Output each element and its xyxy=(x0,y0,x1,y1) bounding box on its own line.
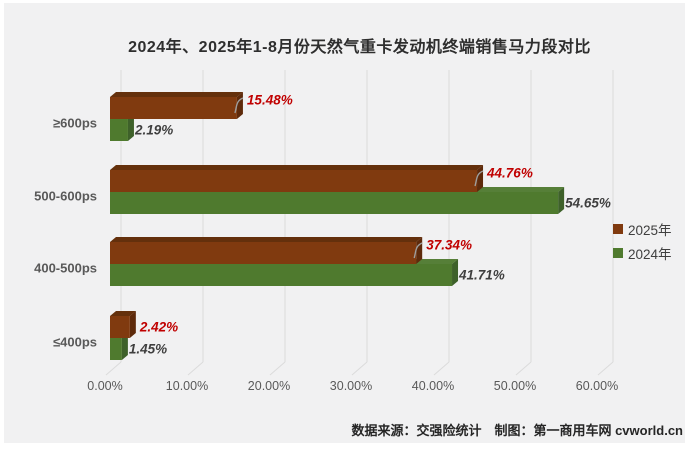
legend-swatch-icon xyxy=(613,248,623,258)
bar-side-face-2024-row2 xyxy=(452,259,459,286)
bar-side-face-2024-row3 xyxy=(121,333,128,360)
chart-title: 2024年、2025年1-8月份天然气重卡发动机终端销售马力段对比 xyxy=(128,39,591,56)
bar-top-face-2025-row2 xyxy=(110,237,423,242)
legend: 2025年 2024年 xyxy=(613,221,672,269)
x-axis-tick-label: 10.00% xyxy=(165,379,209,393)
bar-2024-row3 xyxy=(110,338,122,360)
axis-tick xyxy=(433,361,450,376)
footer-credit: 数据来源：交强险统计 制图：第一商用车网 cvworld.cn xyxy=(351,423,683,438)
data-label-2024-row0: 2.19% xyxy=(134,122,174,138)
x-axis-tick-label: 20.00% xyxy=(247,379,291,393)
data-label-2025-row2: 37.34% xyxy=(426,237,472,253)
bar-2025-row1 xyxy=(110,170,478,192)
bar-2025-row0 xyxy=(110,97,237,119)
leader-line-2025-row0 xyxy=(234,97,244,114)
bar-top-face-2025-row1 xyxy=(110,165,484,170)
data-label-2025-row1: 44.76% xyxy=(487,165,533,181)
y-axis-category-label-row2: 400-500ps xyxy=(34,260,97,276)
y-axis-category-label-row3: ≤400ps xyxy=(53,334,97,350)
bar-2025-row2 xyxy=(110,242,417,264)
bar-side-face-2024-row0 xyxy=(127,114,134,141)
legend-label: 2025年 xyxy=(628,223,672,238)
data-label-2025-row0: 15.48% xyxy=(246,92,293,108)
bar-2024-row0 xyxy=(110,119,128,141)
bar-side-face-2025-row3 xyxy=(129,311,136,338)
data-label-2025-row3: 2.42% xyxy=(139,319,179,335)
legend-swatch-icon xyxy=(613,224,623,234)
data-label-2024-row1: 54.65% xyxy=(565,195,611,211)
x-axis-tick-label: 0.00% xyxy=(87,379,123,393)
x-axis-tick-label: 30.00% xyxy=(329,379,373,393)
bar-2024-row2 xyxy=(110,264,453,286)
axis-tick xyxy=(187,361,204,376)
bar-2025-row3 xyxy=(110,316,130,338)
axis-tick xyxy=(351,361,368,376)
x-axis-tick-label: 50.00% xyxy=(493,379,537,393)
axis-tick xyxy=(269,361,286,376)
legend-label: 2024年 xyxy=(628,247,672,262)
axis-tick xyxy=(515,361,532,376)
x-axis-tick-label: 40.00% xyxy=(411,379,455,393)
legend-item-2024: 2024年 xyxy=(613,245,672,262)
data-label-2024-row3: 1.45% xyxy=(128,341,168,357)
axis-tick xyxy=(105,361,122,376)
data-label-2024-row2: 41.71% xyxy=(459,267,505,283)
legend-item-2025: 2025年 xyxy=(613,221,672,238)
y-axis-category-label-row1: 500-600ps xyxy=(34,188,97,204)
bar-top-face-2025-row3 xyxy=(110,311,136,316)
axis-tick xyxy=(597,361,614,376)
leader-line-2025-row1 xyxy=(474,170,484,187)
x-axis-tick-label: 60.00% xyxy=(575,379,619,393)
chart-panel-background xyxy=(4,3,685,443)
leader-line-2025-row2 xyxy=(413,242,423,259)
bar-2024-row1 xyxy=(110,192,559,214)
y-axis-category-label-row0: ≥600ps xyxy=(53,115,97,131)
bar-top-face-2025-row0 xyxy=(110,92,243,97)
bar-side-face-2024-row1 xyxy=(558,187,565,214)
